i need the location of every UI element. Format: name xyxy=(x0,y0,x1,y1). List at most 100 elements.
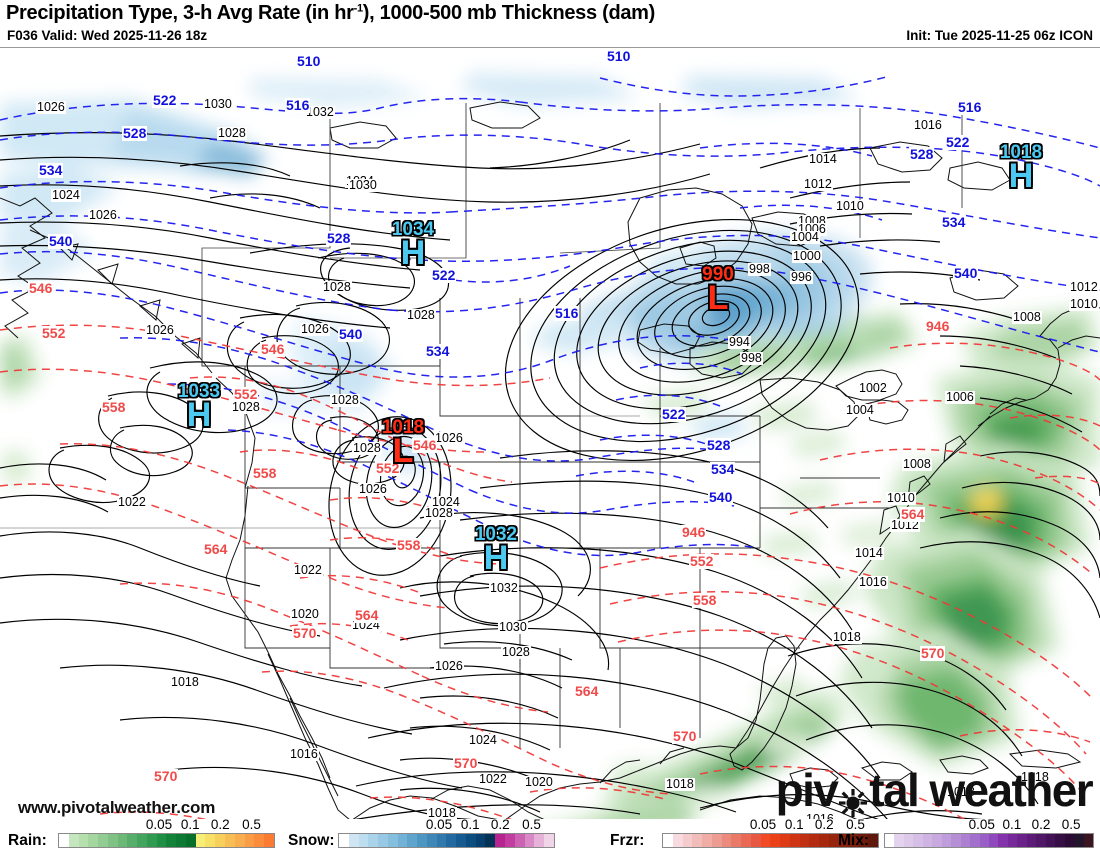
colorbar-tick-label: 0.1 xyxy=(460,817,480,832)
colorbar-swatch xyxy=(358,834,369,847)
map-header: Precipitation Type, 3-h Avg Rate (in hr-… xyxy=(0,0,1100,47)
colorbar-swatch xyxy=(979,834,989,847)
colorbar-mix[interactable] xyxy=(884,833,1094,848)
thickness-contours-warm xyxy=(0,324,1100,820)
colorbar-swatch xyxy=(534,834,545,847)
thickness-label: 510 xyxy=(606,48,632,64)
colorbar-swatch xyxy=(711,834,722,847)
pressure-center-h[interactable]: 1034 H xyxy=(385,220,441,270)
thickness-label: 516 xyxy=(554,305,580,321)
colorbar-snow[interactable] xyxy=(338,833,555,848)
isobar-label: 1032 xyxy=(489,581,519,595)
colorbar-swatch xyxy=(702,834,712,847)
page-title-main: Precipitation Type, 3-h Avg Rate (in hr xyxy=(6,2,354,24)
colorbar-swatch xyxy=(848,834,859,847)
colorbar-swatch xyxy=(176,834,186,847)
page-title-tail: ), 1000-500 mb Thickness (dam) xyxy=(362,2,656,24)
isobar-label: 1016 xyxy=(289,747,319,761)
colorbar-swatch xyxy=(146,834,157,847)
colorbar-swatch xyxy=(913,834,923,847)
pressure-center-h[interactable]: 1018 H xyxy=(993,143,1049,193)
precip-colorbar-legend: Rain: 0.05 0.1 0.2 0.5 Snow: 0.05 0.1 0.2 0.5 Frzr… xyxy=(0,817,1100,850)
pressure-center-h[interactable]: 1032 H xyxy=(468,525,524,575)
colorbar-swatch xyxy=(205,834,216,847)
thickness-label: 546 xyxy=(412,437,438,453)
colorbar-label-mix: Mix: xyxy=(838,832,869,849)
colorbar-tick-label: 0.5 xyxy=(522,817,541,832)
colorbar-swatch xyxy=(922,834,933,847)
colorbar-swatch xyxy=(1045,834,1056,847)
brand-text-first: piv xyxy=(775,764,839,816)
colorbar-swatch xyxy=(456,834,466,847)
thickness-label: 534 xyxy=(941,214,967,230)
colorbar-swatch xyxy=(960,834,971,847)
pressure-center-l[interactable]: 990 L xyxy=(690,265,746,315)
sun-icon xyxy=(838,775,868,818)
isobar-label: 1014 xyxy=(854,546,884,560)
colorbar-swatch xyxy=(225,834,235,847)
isobar-label: 1026 xyxy=(358,482,388,496)
isobar-label: 1018 xyxy=(1020,770,1050,784)
isobar-label: 1032 xyxy=(305,105,335,119)
colorbar-swatch xyxy=(1036,834,1046,847)
map-canvas[interactable]: 1026 1030 1028 1034 1024 1026 1030 1032 1016 1014… xyxy=(0,47,1100,820)
colorbar-swatch xyxy=(1083,834,1093,847)
thickness-label: 546 xyxy=(28,280,54,296)
isobar-label: 1010 xyxy=(835,199,865,213)
isobar-label: 1014 xyxy=(808,152,838,166)
thickness-label: 540 xyxy=(953,265,979,281)
colorbar-rain[interactable] xyxy=(58,833,275,848)
colorbar-swatch xyxy=(1017,834,1027,847)
colorbar-swatch xyxy=(780,834,790,847)
page-title: Precipitation Type, 3-h Avg Rate (in hr-… xyxy=(6,2,655,25)
pressure-center-l[interactable]: 1018 L xyxy=(375,418,431,468)
colorbar-swatch xyxy=(672,834,683,847)
isobar-label: 994 xyxy=(728,335,751,349)
colorbar-swatch xyxy=(731,834,742,847)
isobar-label: 1026 xyxy=(88,208,118,222)
colorbar-swatch xyxy=(88,834,99,847)
thickness-label: 522 xyxy=(431,267,457,283)
isobar-label: 1012 xyxy=(1069,280,1099,294)
colorbar-group-rain: Rain: 0.05 0.1 0.2 0.5 xyxy=(0,817,1100,850)
pressure-center-h[interactable]: 1033 H xyxy=(171,381,227,432)
colorbar-tick-label: 0.5 xyxy=(1061,817,1081,832)
colorbar-tick-label: 0.2 xyxy=(210,817,230,832)
colorbar-swatch xyxy=(417,834,427,847)
colorbar-swatch xyxy=(988,834,999,847)
colorbar-tick-label: 0.5 xyxy=(846,817,865,832)
colorbar-group-mix: Mix: 0.05 0.1 0.2 0.5 xyxy=(0,817,1100,850)
colorbar-swatch xyxy=(339,834,349,847)
isobar-label: 1020 xyxy=(290,607,320,621)
thickness-label: 946 xyxy=(681,524,707,540)
colorbar-swatch xyxy=(770,834,781,847)
colorbar-label-snow: Snow: xyxy=(288,832,335,849)
colorbar-swatch xyxy=(244,834,255,847)
colorbar-swatch xyxy=(234,834,245,847)
page-title-exponent: -1 xyxy=(353,2,363,15)
thickness-label: 528 xyxy=(909,146,935,162)
colorbar-tick-label: 0.05 xyxy=(145,817,173,832)
colorbar-swatch xyxy=(1026,834,1037,847)
rain-precip-shading xyxy=(0,306,1100,820)
brand-watermark: piv tal weather xyxy=(775,763,1094,818)
thickness-label: 522 xyxy=(945,134,971,150)
colorbar-swatch xyxy=(137,834,147,847)
colorbar-ticks-mix: 0.05 0.1 0.2 0.5 xyxy=(884,817,1092,833)
colorbar-swatch xyxy=(378,834,388,847)
colorbar-tick-label: 0.1 xyxy=(1002,817,1022,832)
colorbar-frzr[interactable] xyxy=(662,833,879,848)
colorbar-swatch xyxy=(185,834,196,847)
thickness-label: 534 xyxy=(425,343,451,359)
colorbar-swatch xyxy=(663,834,673,847)
thickness-label: 528 xyxy=(326,230,352,246)
colorbar-tick-label: 0.2 xyxy=(1031,817,1051,832)
pressure-center-value: 1033 xyxy=(177,381,221,402)
colorbar-swatch xyxy=(495,834,506,847)
colorbar-swatch xyxy=(446,834,457,847)
colorbar-swatch xyxy=(156,834,167,847)
isobar-label: 1022 xyxy=(117,495,147,509)
isobar-label: 998 xyxy=(748,262,771,276)
colorbar-swatch xyxy=(750,834,761,847)
colorbar-swatch xyxy=(397,834,408,847)
